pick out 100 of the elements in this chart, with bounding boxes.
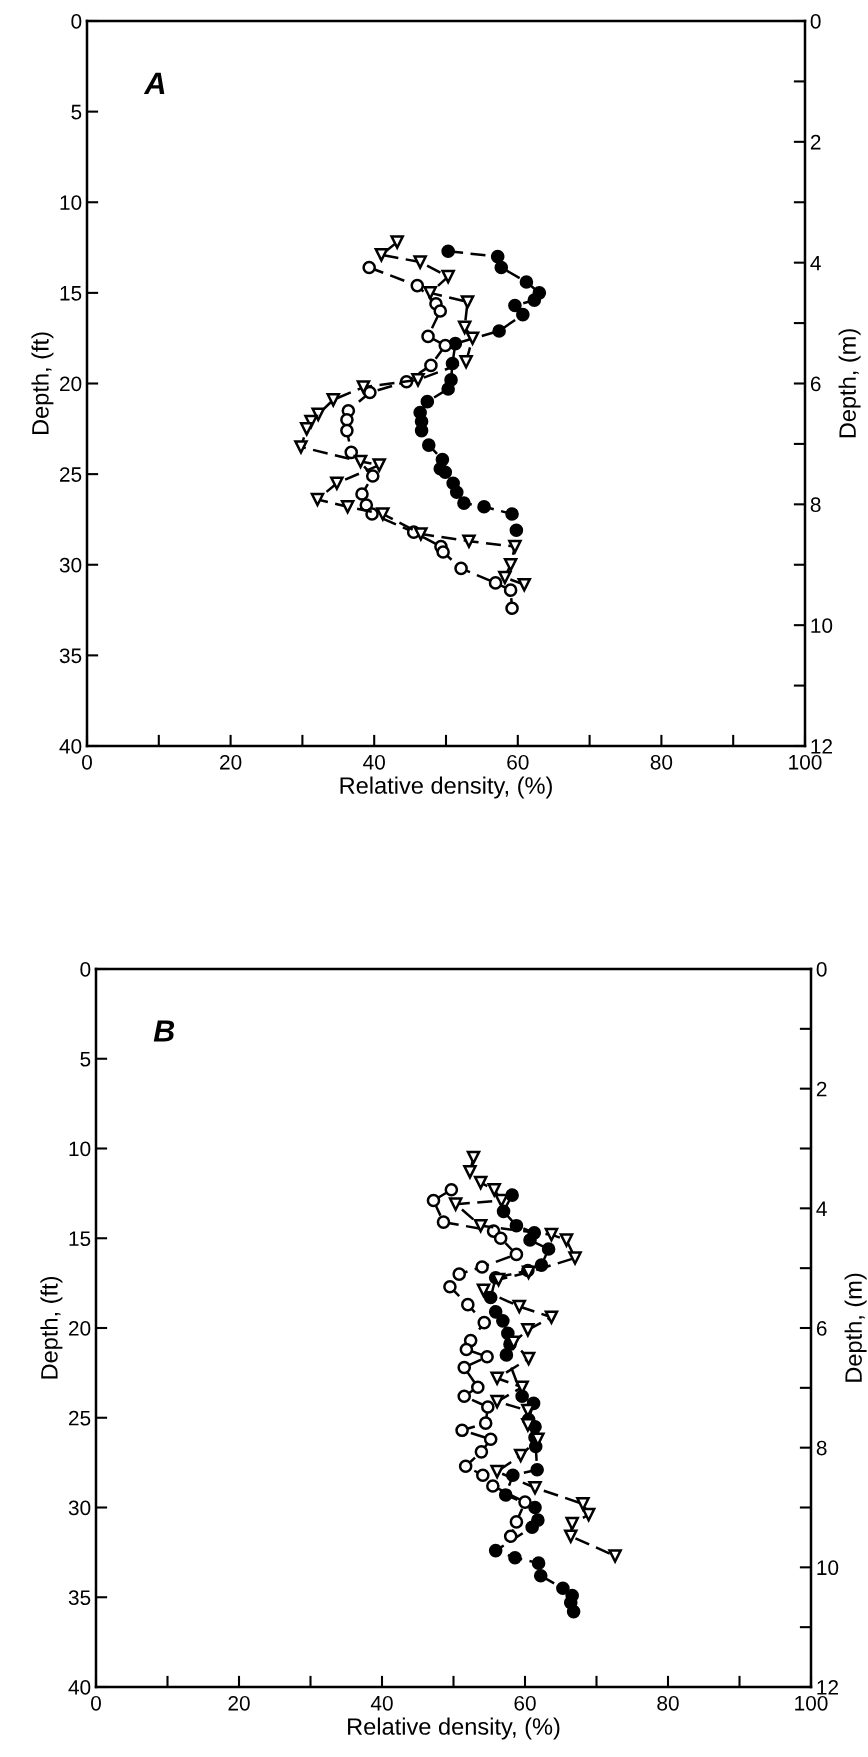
point bbox=[424, 358, 438, 373]
y2-tick-label: 10 bbox=[811, 618, 833, 633]
point bbox=[581, 1507, 596, 1522]
point bbox=[413, 255, 427, 269]
point bbox=[517, 577, 532, 592]
point bbox=[508, 1550, 522, 1565]
point bbox=[521, 1418, 535, 1432]
y-tick-label: 15 bbox=[60, 286, 82, 301]
point bbox=[488, 576, 503, 590]
point bbox=[330, 476, 344, 490]
y-axis-title: Depth, (ft) bbox=[40, 1276, 63, 1379]
point bbox=[433, 304, 448, 318]
point bbox=[576, 1497, 590, 1511]
y-tick-label: 25 bbox=[60, 467, 82, 482]
y2-tick-label: 4 bbox=[810, 255, 821, 271]
point bbox=[438, 465, 453, 480]
y2-axis-title: Depth, (m) bbox=[838, 329, 861, 438]
point bbox=[503, 583, 518, 597]
annotation: A bbox=[143, 72, 165, 94]
point bbox=[344, 445, 359, 460]
point bbox=[544, 1227, 559, 1242]
point bbox=[505, 507, 519, 521]
y-tick-label: 0 bbox=[71, 14, 82, 29]
point bbox=[505, 601, 519, 616]
point bbox=[426, 1193, 441, 1208]
point bbox=[516, 307, 530, 322]
y2-tick-label: 0 bbox=[816, 962, 827, 977]
point bbox=[487, 1182, 502, 1197]
point bbox=[475, 1260, 489, 1274]
point bbox=[460, 295, 475, 309]
point bbox=[478, 1416, 493, 1430]
y2-tick-label: 6 bbox=[810, 376, 821, 392]
point bbox=[420, 394, 435, 409]
point bbox=[340, 423, 354, 438]
point bbox=[503, 557, 518, 572]
y-tick-label: 40 bbox=[59, 739, 82, 754]
point bbox=[441, 382, 455, 396]
point bbox=[533, 1568, 548, 1583]
x-tick-label: 60 bbox=[507, 754, 529, 770]
point bbox=[473, 1218, 488, 1233]
point bbox=[353, 454, 368, 469]
point bbox=[457, 1360, 472, 1375]
y-tick-label: 20 bbox=[60, 376, 82, 392]
point bbox=[459, 1342, 474, 1357]
point bbox=[436, 1215, 451, 1229]
point bbox=[355, 487, 369, 501]
y2-tick-label: 0 bbox=[810, 14, 821, 29]
point bbox=[457, 1389, 472, 1404]
point bbox=[608, 1549, 622, 1563]
point bbox=[356, 380, 371, 394]
point bbox=[566, 1604, 581, 1619]
y2-tick-label: 12 bbox=[817, 1680, 838, 1695]
point bbox=[326, 393, 341, 407]
y-axis-title: Depth, (ft) bbox=[31, 332, 54, 435]
point bbox=[496, 1314, 510, 1328]
point bbox=[476, 1468, 490, 1482]
point bbox=[490, 1464, 504, 1479]
point bbox=[509, 1247, 524, 1262]
y-tick-label: 30 bbox=[59, 557, 82, 573]
point bbox=[471, 1380, 485, 1395]
x-tick-label: 20 bbox=[220, 754, 242, 770]
point bbox=[457, 320, 472, 335]
x-tick-label: 0 bbox=[91, 1695, 101, 1711]
point bbox=[477, 1315, 492, 1330]
x-axis-title: Relative density, (%) bbox=[348, 1717, 560, 1740]
point bbox=[493, 1231, 508, 1246]
point bbox=[474, 1445, 489, 1459]
x-tick-label: 80 bbox=[657, 1695, 679, 1711]
point bbox=[410, 278, 425, 293]
y-tick-label: 10 bbox=[69, 1141, 91, 1157]
point bbox=[544, 1310, 559, 1325]
point bbox=[443, 1279, 457, 1294]
point bbox=[519, 275, 534, 289]
point bbox=[503, 1529, 518, 1544]
point bbox=[509, 523, 524, 538]
x-tick-label: 40 bbox=[363, 754, 385, 770]
point bbox=[498, 570, 512, 585]
annotation: B bbox=[153, 1020, 175, 1042]
point bbox=[311, 407, 325, 422]
point bbox=[483, 1432, 498, 1447]
point bbox=[421, 438, 436, 452]
point bbox=[457, 496, 471, 510]
point bbox=[563, 1529, 578, 1544]
point bbox=[455, 1423, 469, 1438]
x-axis-title: Relative density, (%) bbox=[340, 776, 552, 799]
point bbox=[441, 244, 455, 258]
point bbox=[411, 373, 425, 387]
point bbox=[414, 527, 428, 541]
point bbox=[521, 1351, 536, 1366]
y-tick-label: 0 bbox=[80, 962, 91, 977]
x-tick-label: 100 bbox=[789, 754, 822, 770]
point bbox=[490, 1371, 504, 1386]
point bbox=[499, 1348, 514, 1362]
point bbox=[462, 534, 476, 548]
y2-axis-title: Depth, (m) bbox=[844, 1273, 867, 1382]
y-tick-label: 35 bbox=[59, 648, 82, 664]
point bbox=[376, 507, 390, 521]
x-tick-label: 60 bbox=[514, 1695, 536, 1711]
point bbox=[531, 1556, 546, 1570]
point bbox=[458, 1459, 473, 1474]
